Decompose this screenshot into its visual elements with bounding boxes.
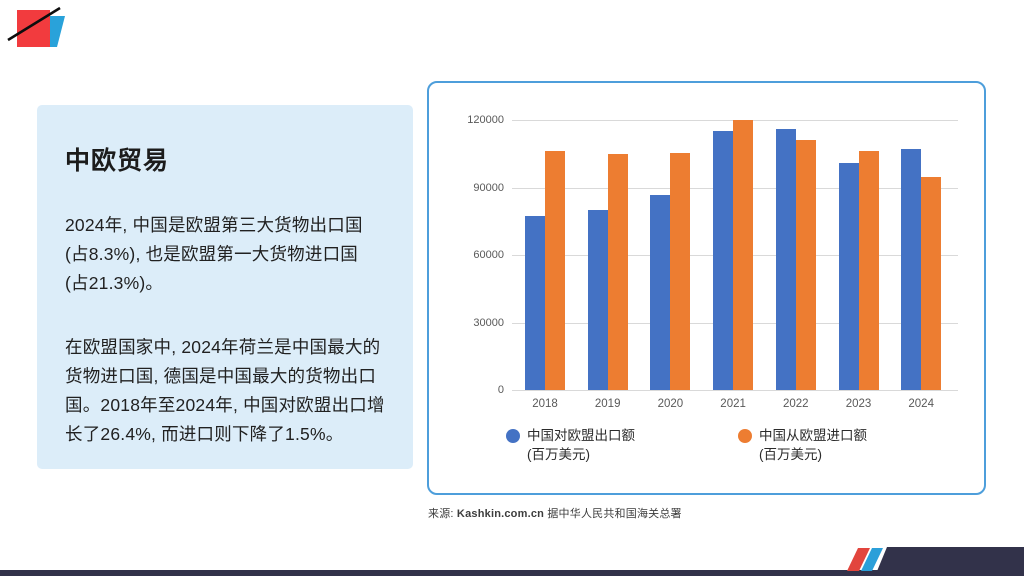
legend-item-exports: 中国对欧盟出口额 (百万美元) [506,427,635,465]
bar-imports-2024 [921,177,942,390]
bar-imports-2022 [795,139,816,390]
logo-line-shape [7,6,61,42]
gridline [512,390,958,391]
bar-imports-2021 [733,120,754,390]
legend-item-imports: 中国从欧盟进口额 (百万美元) [738,427,867,465]
bar-exports-2023 [838,163,859,390]
bar-chart-plot: 0 30000 60000 90000 120000 2018 2019 2020 2021 20… [467,114,958,410]
brand-logo-icon [7,6,65,47]
legend-dot-exports-icon [506,429,520,443]
bar-exports-2024 [901,149,922,390]
panel-paragraph-1: 2024年, 中国是欧盟第三大货物出口国 (占8.3%), 也是欧盟第一大货物进… [65,215,363,293]
bar-exports-2022 [775,129,796,390]
footer-stripe-blue-icon [861,548,883,571]
legend-label-exports: 中国对欧盟出口额 (百万美元) [527,428,635,462]
bar-imports-2018 [545,150,565,390]
x-tick-label: 2019 [594,398,621,410]
legend-dot-imports-icon [738,429,752,443]
footer-stripe-red-icon [847,548,870,571]
y-tick-label: 60000 [473,249,504,261]
source-brand: Kashkin.com.cn [456,508,545,520]
bar-exports-2020 [650,195,671,390]
logo-red-shape [17,10,50,47]
x-tick-label: 2021 [720,398,746,410]
bar-imports-2019 [607,153,628,390]
source-suffix: 据中华人民共和国海关总署 [547,508,682,520]
chart-card: 0 30000 60000 90000 120000 2018 2019 2020 2021 20… [427,81,986,495]
x-tick-label: 2024 [908,398,934,410]
y-tick-label: 90000 [473,181,504,194]
footer-wedge [875,547,1024,576]
x-tick-label: 2022 [783,398,809,410]
legend-label-imports: 中国从欧盟进口额 (百万美元) [759,428,867,462]
footer-strip [0,570,1024,576]
source-note: 来源: Kashkin.com.cn 据中华人民共和国海关总署 [428,505,682,521]
x-tick-label: 2020 [657,398,684,410]
bar-exports-2018 [525,215,545,390]
bar-exports-2019 [587,210,608,390]
footer-bar [0,547,1024,576]
bar-imports-2020 [670,153,691,390]
info-panel: 中欧贸易 2024年, 中国是欧盟第三大货物出口国 (占8.3%), 也是欧盟第… [37,105,413,469]
y-tick-label: 30000 [473,316,504,329]
panel-title: 中欧贸易 [65,147,170,175]
source-prefix: 来源: [428,508,454,520]
panel-paragraph-2: 在欧盟国家中, 2024年荷兰是中国最大的货物进口国, 德国是中国最大的货物出口… [65,337,385,444]
y-tick-label: 0 [497,384,504,396]
x-tick-label: 2023 [845,398,872,410]
bar-exports-2021 [713,131,734,390]
y-tick-label: 120000 [467,114,504,126]
bar-imports-2023 [858,150,879,390]
x-tick-label: 2018 [532,398,558,410]
